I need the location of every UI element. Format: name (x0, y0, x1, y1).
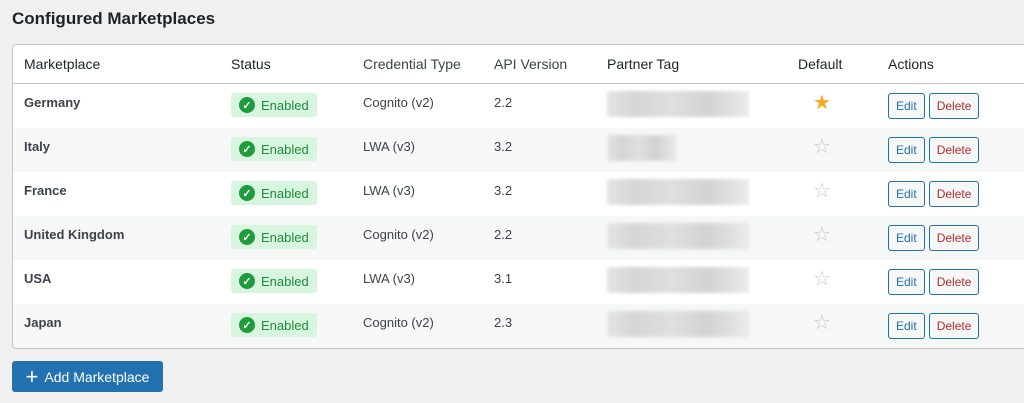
status-badge: ✓ Enabled (231, 313, 317, 337)
column-header-default[interactable]: Default (798, 56, 843, 72)
marketplace-name: Japan (24, 315, 62, 330)
credential-type: LWA (v3) (363, 271, 416, 286)
partner-tag-redacted (607, 91, 749, 117)
check-circle-icon: ✓ (239, 141, 255, 157)
delete-button[interactable]: Delete (928, 313, 980, 339)
status-badge: ✓ Enabled (231, 181, 317, 205)
table-row: Germany ✓ Enabled Cognito (v2) 2.2 ★ Edit… (13, 84, 1024, 128)
check-circle-icon: ✓ (239, 273, 255, 289)
partner-tag-redacted (607, 179, 749, 205)
api-version: 2.3 (494, 315, 513, 330)
status-text: Enabled (261, 97, 309, 113)
delete-button[interactable]: Delete (928, 269, 980, 295)
edit-button[interactable]: Edit (888, 181, 925, 207)
star-filled-icon[interactable]: ★ (813, 92, 831, 114)
table-header: Marketplace Status Credential Type API V… (13, 45, 1024, 84)
table-row: USA ✓ Enabled LWA (v3) 3.1 ☆ Edit Delete (13, 260, 1024, 304)
api-version: 3.1 (494, 271, 513, 286)
edit-button[interactable]: Edit (888, 313, 925, 339)
marketplace-name: France (24, 183, 67, 198)
column-header-marketplace[interactable]: Marketplace (24, 56, 101, 72)
delete-button[interactable]: Delete (928, 181, 980, 207)
partner-tag-redacted (607, 267, 749, 293)
marketplace-name: United Kingdom (24, 227, 125, 242)
table-row: France ✓ Enabled LWA (v3) 3.2 ☆ Edit Delet… (13, 172, 1024, 216)
add-marketplace-label: Add Marketplace (44, 368, 150, 385)
check-circle-icon: ✓ (239, 97, 255, 113)
marketplace-name: Italy (24, 139, 51, 154)
star-outline-icon[interactable]: ☆ (813, 180, 831, 202)
column-header-credential-type[interactable]: Credential Type (363, 56, 461, 72)
status-text: Enabled (261, 229, 309, 245)
api-version: 2.2 (494, 227, 513, 242)
marketplace-name: USA (24, 271, 52, 286)
star-outline-icon[interactable]: ☆ (813, 268, 831, 290)
star-outline-icon[interactable]: ☆ (813, 224, 831, 246)
delete-button[interactable]: Delete (928, 137, 980, 163)
check-circle-icon: ✓ (239, 185, 255, 201)
status-badge: ✓ Enabled (231, 269, 317, 293)
status-text: Enabled (261, 185, 309, 201)
plus-icon: + (25, 363, 39, 389)
page-title: Configured Marketplaces (12, 9, 216, 28)
api-version: 2.2 (494, 95, 513, 110)
partner-tag-redacted (607, 311, 749, 337)
status-text: Enabled (261, 317, 309, 333)
api-version: 3.2 (494, 183, 513, 198)
check-circle-icon: ✓ (239, 317, 255, 333)
status-badge: ✓ Enabled (231, 137, 317, 161)
status-badge: ✓ Enabled (231, 93, 317, 117)
partner-tag-redacted (607, 135, 677, 161)
status-text: Enabled (261, 141, 309, 157)
edit-button[interactable]: Edit (888, 269, 925, 295)
star-outline-icon[interactable]: ☆ (813, 312, 831, 334)
marketplace-name: Germany (24, 95, 81, 110)
column-header-status[interactable]: Status (231, 56, 271, 72)
status-badge: ✓ Enabled (231, 225, 317, 249)
delete-button[interactable]: Delete (928, 225, 980, 251)
star-outline-icon[interactable]: ☆ (813, 136, 831, 158)
add-marketplace-button[interactable]: + Add Marketplace (12, 361, 163, 392)
marketplaces-table: Marketplace Status Credential Type API V… (12, 44, 1024, 349)
edit-button[interactable]: Edit (888, 225, 925, 251)
table-row: United Kingdom ✓ Enabled Cognito (v2) 2.2… (13, 216, 1024, 260)
edit-button[interactable]: Edit (888, 137, 925, 163)
credential-type: Cognito (v2) (363, 95, 434, 110)
delete-button[interactable]: Delete (928, 93, 980, 119)
credential-type: Cognito (v2) (363, 227, 434, 242)
partner-tag-redacted (607, 223, 749, 249)
credential-type: Cognito (v2) (363, 315, 434, 330)
table-row: Japan ✓ Enabled Cognito (v2) 2.3 ☆ Edit De… (13, 304, 1024, 348)
check-circle-icon: ✓ (239, 229, 255, 245)
credential-type: LWA (v3) (363, 183, 416, 198)
edit-button[interactable]: Edit (888, 93, 925, 119)
credential-type: LWA (v3) (363, 139, 416, 154)
status-text: Enabled (261, 273, 309, 289)
table-row: Italy ✓ Enabled LWA (v3) 3.2 ☆ Edit Delete (13, 128, 1024, 172)
column-header-api-version[interactable]: API Version (494, 56, 568, 72)
column-header-actions: Actions (888, 56, 934, 72)
api-version: 3.2 (494, 139, 513, 154)
column-header-partner-tag[interactable]: Partner Tag (607, 56, 680, 72)
